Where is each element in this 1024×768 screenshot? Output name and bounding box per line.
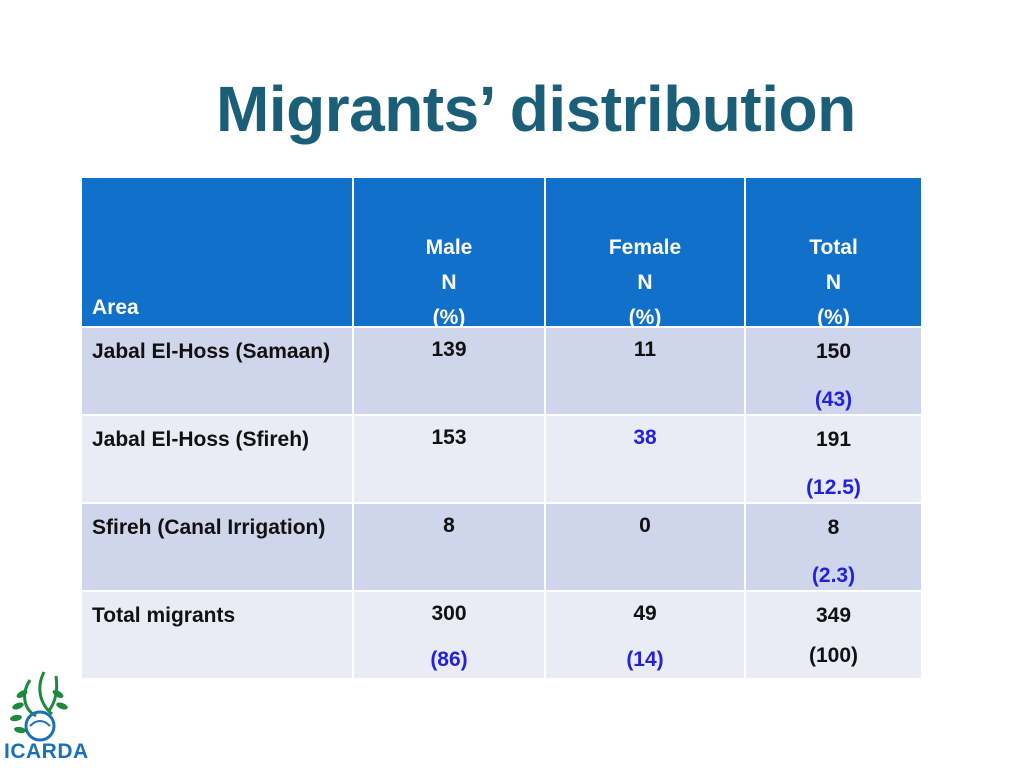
female-cell: 38 [544, 414, 746, 504]
total-cell: 8 (2.3) [744, 502, 923, 592]
area-cell: Jabal El-Hoss (Sfireh) [80, 414, 354, 504]
area-cell: Total migrants [80, 590, 354, 680]
male-cell: 153 [352, 414, 546, 504]
area-name: Sfireh (Canal Irrigation) [92, 516, 326, 539]
header-male-label: Male [425, 236, 473, 259]
header-total-n: N [825, 271, 842, 294]
female-cell: 11 [544, 326, 746, 416]
header-area-cell: Area [80, 176, 354, 328]
male-pct: (86) [430, 648, 468, 671]
area-name: Jabal El-Hoss (Sfireh) [92, 428, 310, 451]
male-n: 139 [431, 338, 467, 361]
migrants-table: Area Male N (%) Female N (%) Total N (%) [80, 176, 923, 680]
total-n: 8 [827, 516, 840, 539]
table-row: Jabal El-Hoss (Samaan) 139 11 150 (43) [80, 326, 923, 416]
header-total-cell: Total N (%) [744, 176, 923, 329]
male-n: 300 [431, 602, 467, 625]
header-female-cell: Female N (%) [544, 176, 746, 329]
male-n: 153 [431, 426, 467, 449]
area-name: Total migrants [92, 604, 236, 627]
page-title: Migrants’ distribution [216, 73, 856, 145]
total-n: 150 [815, 340, 852, 363]
total-n: 191 [815, 428, 852, 451]
header-male-n: N [441, 271, 457, 294]
female-pct: (14) [626, 648, 664, 671]
male-cell: 8 [352, 502, 546, 592]
icarda-logo-icon [10, 671, 68, 742]
header-female-pct: (%) [628, 306, 662, 329]
header-total-label: Total [809, 236, 858, 259]
total-pct: (43) [814, 388, 853, 411]
header-female-n: N [637, 271, 653, 294]
total-n: 349 [815, 604, 852, 627]
area-name: Jabal El-Hoss (Samaan) [92, 340, 331, 363]
header-male-pct: (%) [432, 306, 466, 329]
male-cell: 139 [352, 326, 546, 416]
total-cell: 150 (43) [744, 326, 923, 416]
area-cell: Sfireh (Canal Irrigation) [80, 502, 354, 592]
header-total-pct: (%) [817, 306, 850, 329]
area-cell: Jabal El-Hoss (Samaan) [80, 326, 354, 416]
total-pct: (2.3) [811, 564, 856, 587]
total-pct: (12.5) [806, 476, 861, 499]
table-row: Total migrants 300 (86) 49 (14) 349 (100… [80, 590, 923, 680]
table-row: Jabal El-Hoss (Sfireh) 153 38 191 (12.5) [80, 414, 923, 504]
header-female-label: Female [608, 236, 682, 259]
total-cell: 191 (12.5) [744, 414, 923, 504]
female-cell: 49 (14) [544, 590, 746, 680]
table-header-row: Area Male N (%) Female N (%) Total N (%) [80, 176, 923, 329]
male-cell: 300 (86) [352, 590, 546, 680]
female-n: 11 [633, 338, 657, 361]
male-n: 8 [443, 514, 455, 537]
female-cell: 0 [544, 502, 746, 592]
header-area-label: Area [92, 296, 139, 319]
female-n: 0 [639, 514, 651, 537]
icarda-logo-text: ICARDA [4, 740, 89, 763]
table-row: Sfireh (Canal Irrigation) 8 0 8 (2.3) [80, 502, 923, 592]
total-pct: (100) [808, 644, 859, 667]
total-cell: 349 (100) [744, 590, 923, 680]
female-n: 38 [633, 426, 657, 449]
header-male-cell: Male N (%) [352, 176, 546, 329]
female-n: 49 [633, 602, 657, 625]
